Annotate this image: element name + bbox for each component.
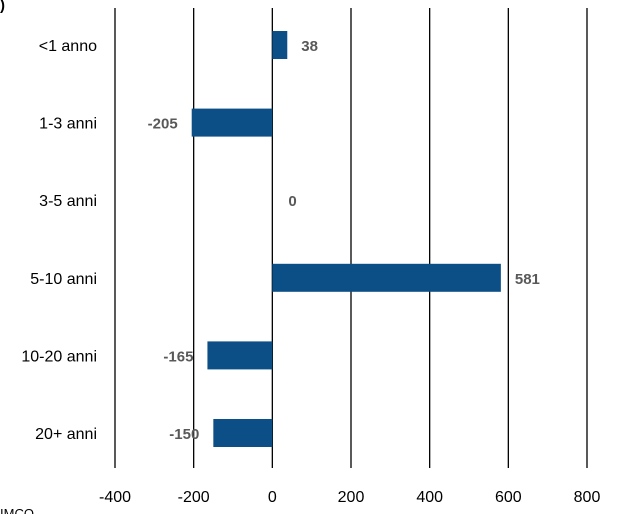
category-label: 20+ anni <box>35 426 97 443</box>
category-label: 5-10 anni <box>30 271 97 288</box>
x-tick-label: 800 <box>574 489 601 506</box>
footer-fragment: IMCO <box>0 506 34 514</box>
value-label: -205 <box>148 116 178 133</box>
bars <box>191 31 501 447</box>
value-label: -150 <box>169 426 199 443</box>
value-label: -165 <box>163 348 193 365</box>
x-tick-label: 200 <box>338 489 365 506</box>
bar <box>272 31 288 59</box>
gridlines <box>114 8 588 468</box>
x-tick-label: 0 <box>268 489 277 506</box>
value-label: 0 <box>288 193 296 210</box>
x-tick-label: 400 <box>416 489 443 506</box>
value-label: 38 <box>301 38 318 55</box>
bar <box>213 419 273 447</box>
x-axis-tick-labels: -400 -200 0 200 400 600 800 <box>99 489 600 506</box>
x-tick-label: -200 <box>178 489 210 506</box>
category-label: <1 anno <box>39 38 97 55</box>
corner-fragment: ) <box>0 0 5 14</box>
category-label: 1-3 anni <box>39 116 97 133</box>
x-tick-label: 600 <box>495 489 522 506</box>
bar <box>272 263 501 292</box>
bar <box>191 108 273 137</box>
category-label: 10-20 anni <box>21 348 97 365</box>
x-tick-label: -400 <box>99 489 131 506</box>
value-labels: 38 -205 0 581 -165 -150 <box>148 38 540 443</box>
category-label: 3-5 anni <box>39 193 97 210</box>
category-labels: <1 anno 1-3 anni 3-5 anni 5-10 anni 10-20 an… <box>21 38 97 443</box>
value-label: 581 <box>515 271 540 288</box>
bar <box>207 341 273 370</box>
